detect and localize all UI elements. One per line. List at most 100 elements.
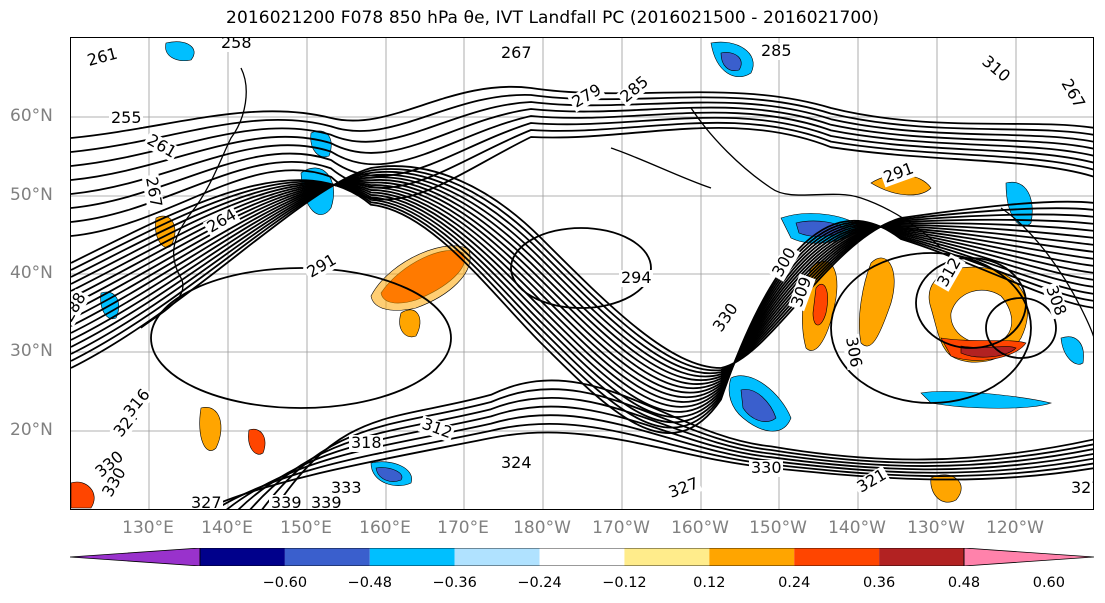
positive-anomaly-region xyxy=(199,407,222,451)
colorbar-segment xyxy=(794,548,880,566)
longitude-label: 130°W xyxy=(907,518,965,538)
positive-anomaly-region xyxy=(399,309,421,338)
contour-label: 258 xyxy=(221,38,252,52)
theta-e-contour-line xyxy=(985,297,1057,359)
colorbar-tick-label: −0.48 xyxy=(347,575,392,591)
contour-label-background xyxy=(109,110,143,127)
contour-label-background xyxy=(759,43,793,60)
theta-e-contour-line xyxy=(71,183,1093,398)
negative-anomaly-region xyxy=(1060,336,1084,365)
contour-label: 255 xyxy=(111,108,142,127)
contour-label-background xyxy=(141,173,165,211)
colorbar-tick-label: 0.48 xyxy=(947,575,981,591)
longitude-label: 130°E xyxy=(122,518,174,538)
theta-e-contour-line xyxy=(226,414,1093,509)
positive-anomaly-region xyxy=(248,428,266,455)
longitude-label: 160°W xyxy=(671,518,729,538)
colorbar-segment xyxy=(369,548,455,566)
contour-label: 330 xyxy=(751,458,782,477)
contour-label-background xyxy=(349,435,383,452)
contour-label-background xyxy=(202,205,241,238)
longitude-label: 140°W xyxy=(828,518,886,538)
map-panel: 261 258 267 285 255 279 285 310 267 261 267 264 291 2… xyxy=(70,37,1094,510)
contour-label: 288 xyxy=(71,289,90,325)
latitude-label: 20°N xyxy=(10,420,53,440)
contour-label: 318 xyxy=(351,433,382,452)
positive-anomaly-region xyxy=(71,481,95,509)
theta-e-contour-line xyxy=(71,183,1093,418)
positive-anomaly-region xyxy=(930,474,962,503)
theta-e-contour-line xyxy=(71,168,1093,372)
colorbar-segment xyxy=(539,548,625,566)
contour-label-background xyxy=(142,130,181,163)
colorbar-tick-label: −0.24 xyxy=(517,575,562,591)
contour-label: 294 xyxy=(621,268,652,287)
contour-label-background xyxy=(302,250,341,283)
latitude-label: 60°N xyxy=(10,106,53,126)
contour-label-background xyxy=(309,495,343,509)
colorbar-segment xyxy=(454,548,540,566)
contour-label-background xyxy=(189,495,223,509)
contour-label-background xyxy=(71,288,91,327)
contour-label-background xyxy=(749,460,783,477)
theta-e-contour-line xyxy=(71,116,1093,209)
theta-e-contour-line xyxy=(71,180,1093,390)
theta-e-contour-line xyxy=(273,379,1093,509)
coastlines xyxy=(140,67,1093,337)
contour-label-background xyxy=(1041,281,1070,320)
contour-label-background xyxy=(91,447,129,483)
contour-label-background xyxy=(619,270,653,287)
theta-e-contour-line xyxy=(261,388,1093,509)
theta-e-contour-line xyxy=(510,227,652,309)
colorbar-segment xyxy=(200,548,285,566)
colorbar-segment xyxy=(284,548,370,566)
latitude-label: 40°N xyxy=(10,263,53,283)
theta-e-contour-line xyxy=(214,422,1093,509)
colorbar-tick-label: 0.24 xyxy=(778,575,811,591)
longitude-label: 150°W xyxy=(749,518,807,538)
colorbar-extend-low xyxy=(70,548,201,566)
contour-label: 333 xyxy=(331,478,362,497)
colorbar-extend-high xyxy=(963,548,1094,566)
theta-e-contour-line xyxy=(150,267,452,409)
contour-label-background xyxy=(417,415,456,443)
contour-label-background xyxy=(933,253,966,292)
positive-anomaly-region xyxy=(859,257,895,347)
colorbar-tick-label: 0.36 xyxy=(862,575,896,591)
theta-e-contour-line xyxy=(71,179,1093,434)
contour-label: 261 xyxy=(85,44,119,70)
contour-label: 306 xyxy=(842,335,866,368)
theta-e-contour-line xyxy=(71,173,1093,378)
colorbar-segment xyxy=(624,548,710,566)
contour-label: 267 xyxy=(501,43,532,62)
theta-e-contour-line xyxy=(830,252,1032,404)
theta-e-contour-line xyxy=(71,126,1093,237)
contour-label-background xyxy=(499,455,533,472)
contour-label-background xyxy=(788,273,816,312)
colorbar-tick-label: 0.60 xyxy=(1032,575,1066,591)
colorbar xyxy=(70,548,1094,566)
theta-e-contour-line xyxy=(71,182,1093,424)
theta-e-contour-line xyxy=(71,165,1093,369)
longitude-label: 160°E xyxy=(359,518,411,538)
longitude-label: 170°W xyxy=(592,518,650,538)
longitude-label: 170°E xyxy=(437,518,489,538)
theta-e-contour-line xyxy=(71,182,1093,394)
colorbar-tick-label: 0.12 xyxy=(693,575,726,591)
theta-e-contour-line xyxy=(71,111,1093,195)
positive-anomaly-region xyxy=(812,283,828,326)
theta-e-contour-line xyxy=(203,431,1093,509)
longitude-label: 120°W xyxy=(986,518,1044,538)
theta-e-contour-line xyxy=(71,101,1093,167)
contour-label-background xyxy=(976,51,1014,87)
contour-label-background xyxy=(119,385,155,423)
contour-label-background xyxy=(499,45,533,62)
colorbar-tick-label: −0.60 xyxy=(262,575,308,591)
contour-label: 327 xyxy=(1071,478,1094,497)
longitude-label: 180°W xyxy=(513,518,571,538)
contour-label: 285 xyxy=(761,41,792,60)
contour-label-background xyxy=(709,299,743,337)
contour-label-background xyxy=(1056,74,1089,113)
colorbar-frame xyxy=(199,548,965,566)
negative-anomaly-region xyxy=(165,41,195,61)
